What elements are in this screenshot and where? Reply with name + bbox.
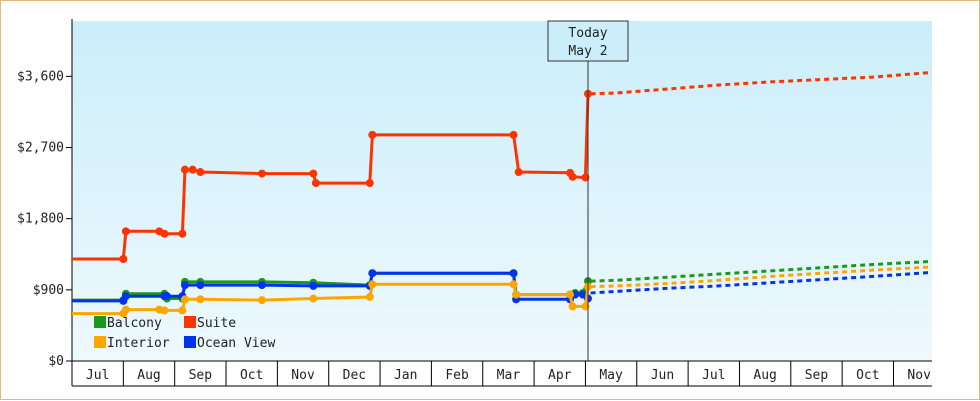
x-tick-label: May xyxy=(599,368,623,383)
data-point-interior xyxy=(121,305,130,314)
y-tick-label: $2,700 xyxy=(17,141,64,156)
data-point-ocean-view xyxy=(509,269,518,278)
data-point-interior xyxy=(160,306,169,315)
data-point-interior xyxy=(512,290,521,299)
data-point-suite xyxy=(188,165,197,174)
legend-swatch xyxy=(184,316,196,328)
data-point-suite xyxy=(121,227,130,236)
legend-swatch xyxy=(94,336,106,348)
data-point-suite xyxy=(311,179,320,188)
today-label: Today xyxy=(568,26,607,41)
x-tick-label: Apr xyxy=(548,368,572,383)
x-tick-label: Mar xyxy=(497,368,521,383)
y-tick-label: $3,600 xyxy=(17,69,64,84)
x-tick-label: Feb xyxy=(445,368,469,383)
data-point-ocean-view xyxy=(121,292,130,301)
data-point-ocean-view xyxy=(368,269,377,278)
legend-label: Balcony xyxy=(107,316,162,331)
data-point-ocean-view xyxy=(309,281,318,290)
x-tick-label: Jul xyxy=(86,368,109,383)
legend-swatch xyxy=(184,336,196,348)
data-point-suite xyxy=(257,169,266,178)
y-tick-label: $0 xyxy=(48,354,64,369)
plot-background xyxy=(72,21,932,361)
x-tick-label: Jul xyxy=(702,368,725,383)
data-point-interior xyxy=(581,302,590,311)
x-tick-label: Aug xyxy=(137,368,160,383)
legend-label: Suite xyxy=(197,316,236,331)
data-point-suite xyxy=(368,130,377,139)
data-point-ocean-view xyxy=(257,281,266,290)
projection-line-balcony xyxy=(590,259,933,283)
data-point-ocean-view xyxy=(196,281,205,290)
data-point-suite xyxy=(178,229,187,238)
data-point-ocean-view xyxy=(180,281,189,290)
x-tick-label: Aug xyxy=(753,368,776,383)
data-point-interior xyxy=(257,296,266,305)
x-tick-label: Dec xyxy=(343,368,366,383)
x-tick-label: Jun xyxy=(651,368,674,383)
x-tick-label: Sep xyxy=(805,368,829,383)
data-point-interior xyxy=(196,295,205,304)
data-point-interior xyxy=(180,295,189,304)
data-point-suite xyxy=(180,165,189,174)
x-tick-label: Nov xyxy=(907,368,931,383)
today-box xyxy=(547,20,629,62)
data-point-suite xyxy=(509,130,518,139)
x-tick-label: Oct xyxy=(856,368,879,383)
data-point-interior xyxy=(309,294,318,303)
x-tick-label: Nov xyxy=(291,368,315,383)
x-tick-label: Oct xyxy=(240,368,263,383)
data-point-interior xyxy=(568,302,577,311)
data-point-interior xyxy=(178,306,187,315)
data-point-suite xyxy=(365,179,374,188)
data-point-interior xyxy=(368,280,377,289)
data-point-suite xyxy=(568,172,577,181)
data-point-suite xyxy=(514,168,523,177)
data-point-suite xyxy=(581,173,590,182)
today-date: May 2 xyxy=(568,44,607,59)
legend-swatch xyxy=(94,316,106,328)
data-point-suite xyxy=(119,255,128,263)
x-tick-label: Sep xyxy=(189,368,213,383)
data-point-suite xyxy=(309,169,318,178)
y-tick-label: $900 xyxy=(33,283,64,298)
projection-line-suite xyxy=(590,70,933,96)
x-tick-label: Jan xyxy=(394,368,417,383)
y-tick-label: $1,800 xyxy=(17,212,64,227)
legend-label: Ocean View xyxy=(197,336,275,351)
projection-line-interior xyxy=(590,265,933,289)
data-point-interior xyxy=(365,292,374,301)
data-point-ocean-view xyxy=(162,292,171,301)
projection-line-ocean-view xyxy=(590,270,933,295)
data-point-interior xyxy=(566,290,575,299)
legend-label: Interior xyxy=(107,336,170,351)
data-point-suite xyxy=(196,168,205,177)
data-point-interior xyxy=(509,280,518,289)
data-point-suite xyxy=(160,229,169,238)
